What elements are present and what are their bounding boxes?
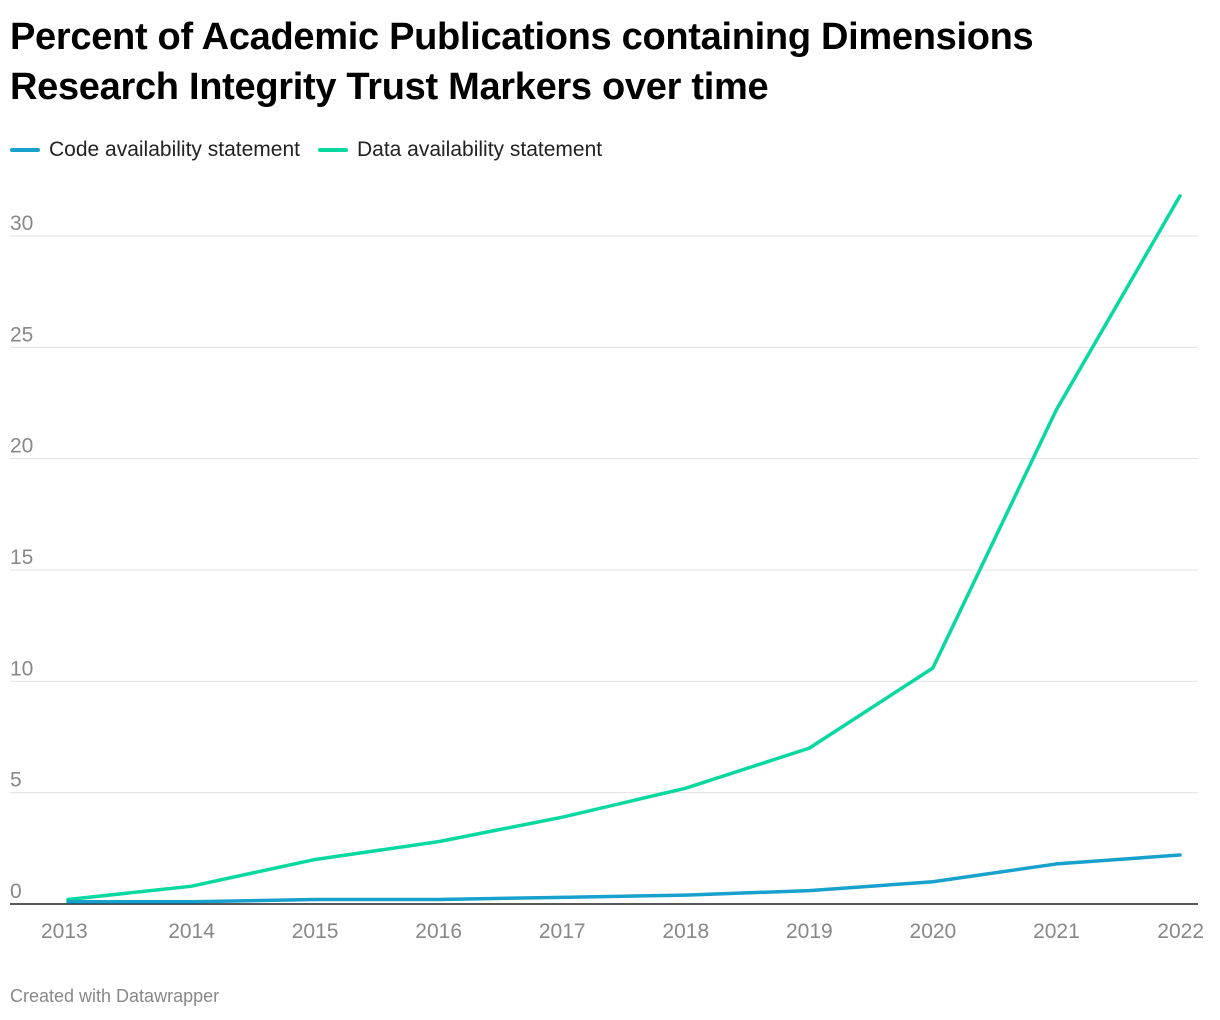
y-tick-label: 10: [10, 657, 33, 680]
legend-swatch-code: [10, 148, 40, 152]
x-tick-label: 2014: [168, 920, 215, 943]
line-chart: 0 5 10 15 20 25 30 2013 2014 2015 2016 2017 2018 2019…: [10, 194, 1204, 943]
x-tick-label: 2018: [662, 920, 709, 943]
x-tick-label: 2021: [1033, 920, 1080, 943]
legend: Code availability statement Data availab…: [10, 138, 602, 162]
x-tick-label: 2016: [415, 920, 462, 943]
footer-credit: Created with Datawrapper: [10, 986, 220, 1006]
y-tick-label: 20: [10, 435, 33, 458]
x-tick-label: 2015: [292, 920, 339, 943]
y-tick-label: 15: [10, 546, 33, 569]
legend-item-data: Data availability statement: [317, 138, 603, 162]
legend-label-data: Data availability statement: [356, 138, 603, 161]
chart-title: Percent of Academic Publications contain…: [10, 16, 1034, 108]
x-tick-label: 2022: [1157, 920, 1204, 943]
y-tick-label: 5: [10, 769, 22, 792]
series-line-data: [66, 194, 1182, 902]
y-tick-label: 30: [10, 212, 33, 235]
y-tick-label: 0: [10, 880, 22, 903]
legend-item-code: Code availability statement: [10, 138, 300, 162]
x-tick-label: 2020: [910, 920, 957, 943]
x-tick-label: 2019: [786, 920, 833, 943]
legend-label-code: Code availability statement: [49, 138, 300, 161]
x-tick-label: 2013: [41, 920, 88, 943]
x-tick-label: 2017: [539, 920, 586, 943]
y-tick-label: 25: [10, 323, 33, 346]
series-line-code: [66, 853, 1182, 904]
legend-swatch-data: [317, 148, 348, 152]
